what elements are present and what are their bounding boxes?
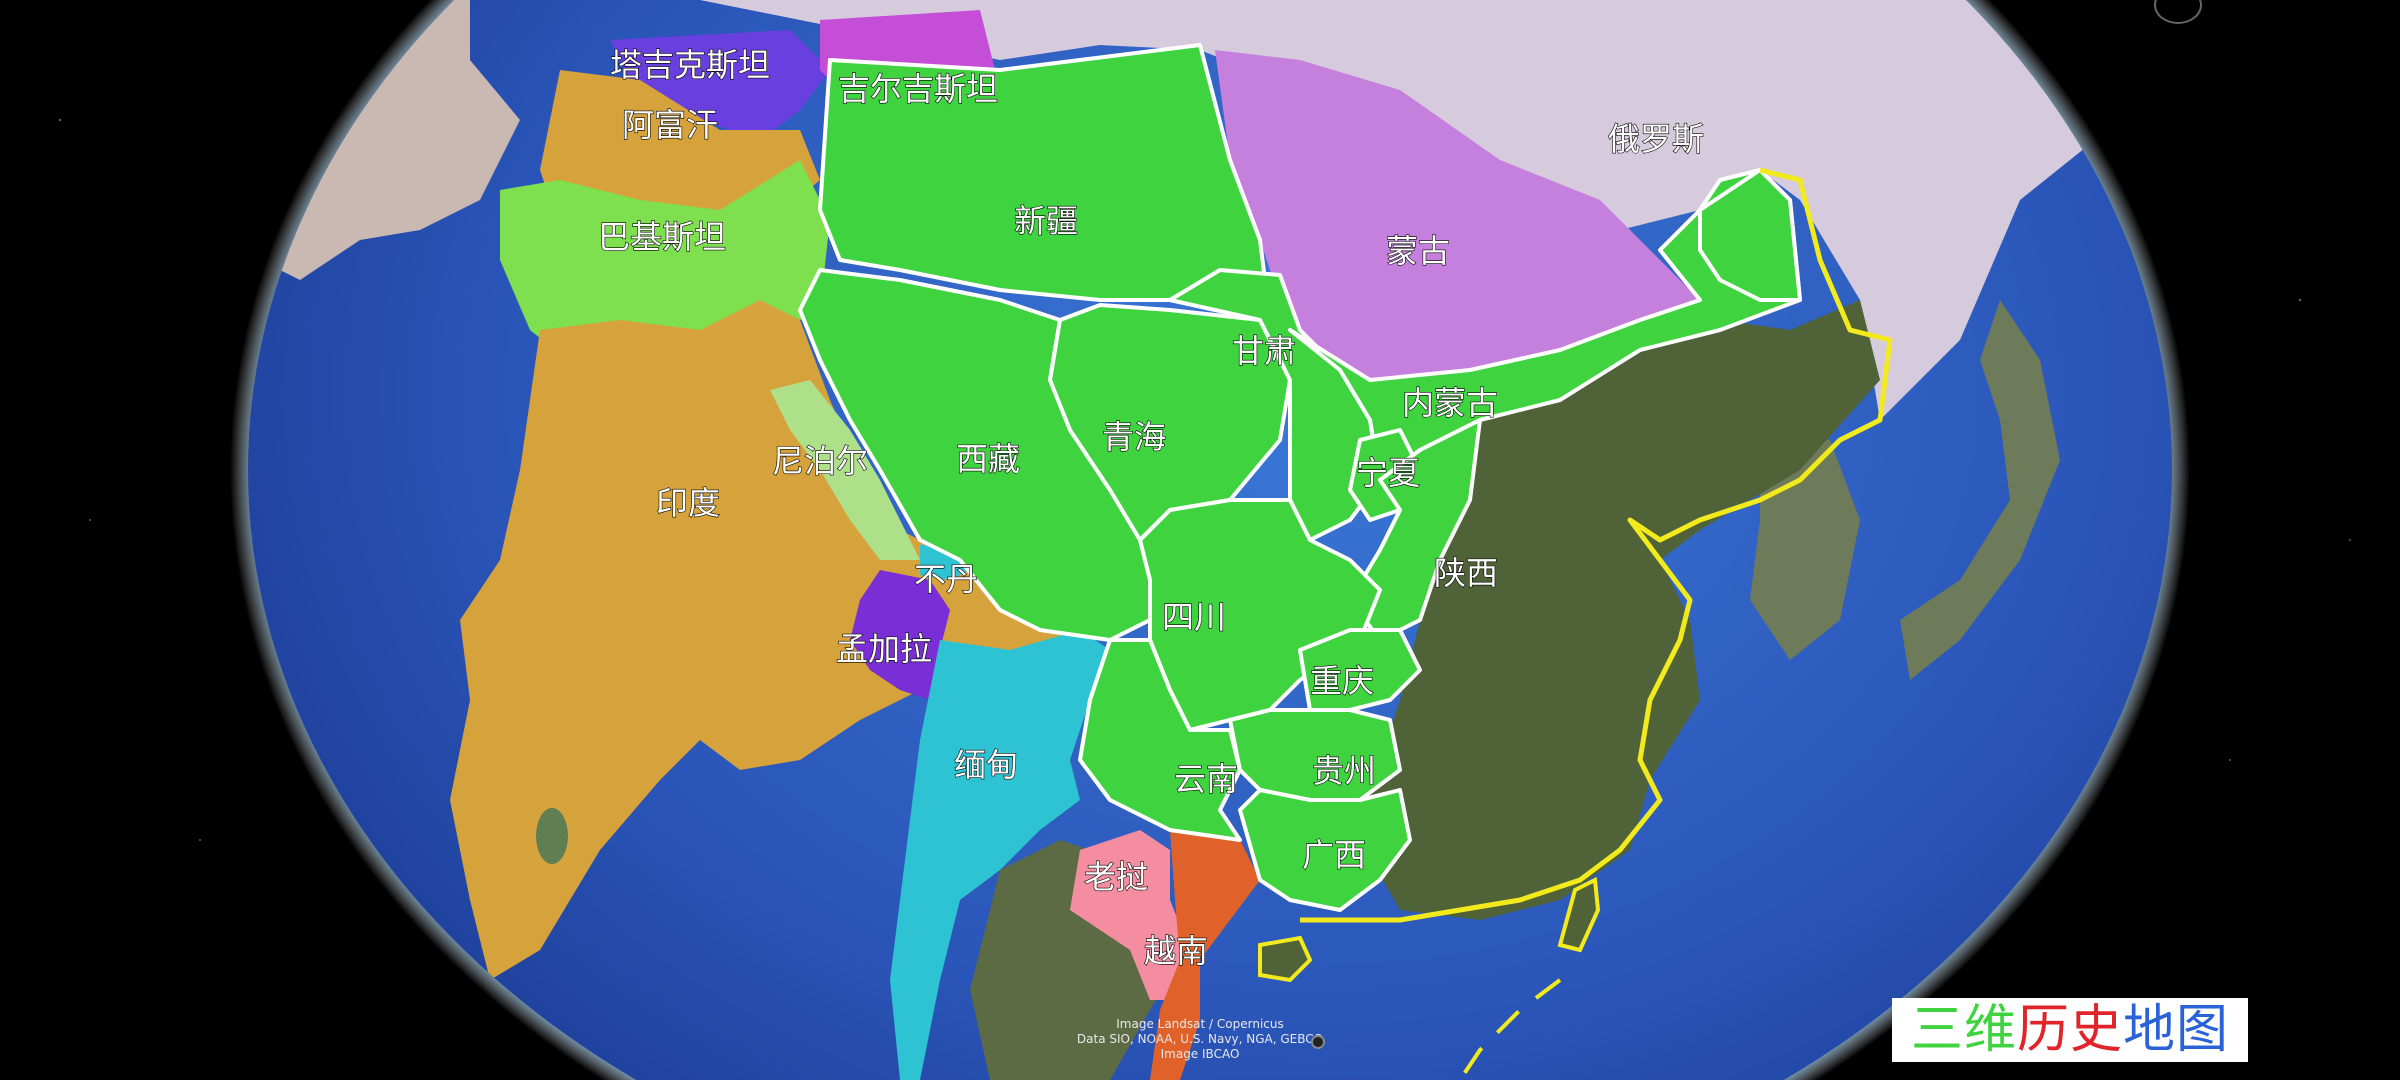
label-nepal: 尼泊尔 [772, 442, 868, 480]
label-guizhou: 贵州 [1312, 752, 1376, 790]
label-vietnam: 越南 [1144, 932, 1208, 970]
watermark-part-2: 历史 [2016, 1000, 2123, 1060]
credit-line-1: Image Landsat / Copernicus [1116, 1017, 1283, 1031]
watermark-logo: 三维 历史 地图 [1892, 998, 2248, 1062]
label-tajikistan: 塔吉克斯坦 [610, 46, 770, 84]
region-vietnam [1150, 830, 1260, 1080]
label-laos: 老挝 [1084, 858, 1148, 896]
google-earth-icon [1311, 1035, 1325, 1049]
island-sri-lanka [536, 808, 568, 864]
region-nepal [770, 380, 920, 560]
province-guizhou [1228, 708, 1402, 802]
highlighted-provinces [798, 43, 1802, 912]
label-mongolia: 蒙古 [1386, 232, 1450, 270]
label-sichuan: 四川 [1162, 598, 1226, 636]
region-india [450, 300, 1100, 980]
map-labels: 塔吉克斯坦 吉尔吉斯坦 阿富汗 巴基斯坦 印度 尼泊尔 不丹 孟加拉 缅甸 老挝… [597, 45, 1704, 970]
credit-line-3: Image IBCAO [1161, 1047, 1240, 1061]
label-russia: 俄罗斯 [1608, 120, 1704, 158]
watermark-part-3: 地图 [2123, 1000, 2230, 1060]
region-mongolia [1215, 50, 1700, 380]
region-tajikistan [610, 30, 830, 140]
label-ningxia: 宁夏 [1356, 454, 1420, 492]
province-heilongjiang-jilin [1698, 168, 1802, 302]
label-kyrgyzstan: 吉尔吉斯坦 [838, 70, 998, 108]
watermark-part-1: 三维 [1910, 1000, 2017, 1060]
label-qinghai: 青海 [1102, 418, 1166, 456]
label-guangxi: 广西 [1302, 836, 1366, 874]
region-japan [1900, 300, 2060, 680]
imagery-credits: Image Landsat / Copernicus Data SIO, NOA… [1077, 1017, 1323, 1061]
label-xinjiang: 新疆 [1014, 202, 1078, 240]
starfield [58, 118, 2351, 841]
region-taiwan [1557, 876, 1601, 953]
sea-border-dashes [1458, 978, 1562, 1080]
label-inner-mongolia: 内蒙古 [1402, 384, 1498, 422]
label-bangladesh: 孟加拉 [836, 630, 932, 668]
label-bhutan: 不丹 [914, 560, 978, 598]
region-bangladesh [850, 570, 950, 700]
region-hainan [1258, 935, 1313, 983]
label-india: 印度 [656, 484, 720, 522]
coastline-border [1300, 167, 1893, 923]
label-pakistan: 巴基斯坦 [598, 218, 726, 256]
label-yunnan: 云南 [1174, 760, 1238, 798]
region-eastern-china [1360, 300, 1880, 920]
region-russia [700, 0, 2120, 420]
label-shaanxi: 陕西 [1434, 554, 1498, 592]
label-tibet: 西藏 [956, 440, 1020, 478]
region-myanmar [890, 630, 1110, 1080]
province-guangxi [1238, 788, 1412, 912]
region-laos [1070, 830, 1190, 1000]
label-chongqing: 重庆 [1310, 662, 1374, 700]
label-myanmar: 缅甸 [954, 746, 1018, 784]
label-afghanistan: 阿富汗 [622, 106, 718, 144]
credit-line-2: Data SIO, NOAA, U.S. Navy, NGA, GEBCO [1077, 1032, 1323, 1046]
label-gansu: 甘肃 [1232, 332, 1296, 370]
province-yunnan [1078, 638, 1242, 842]
province-shaanxi [1348, 418, 1482, 642]
